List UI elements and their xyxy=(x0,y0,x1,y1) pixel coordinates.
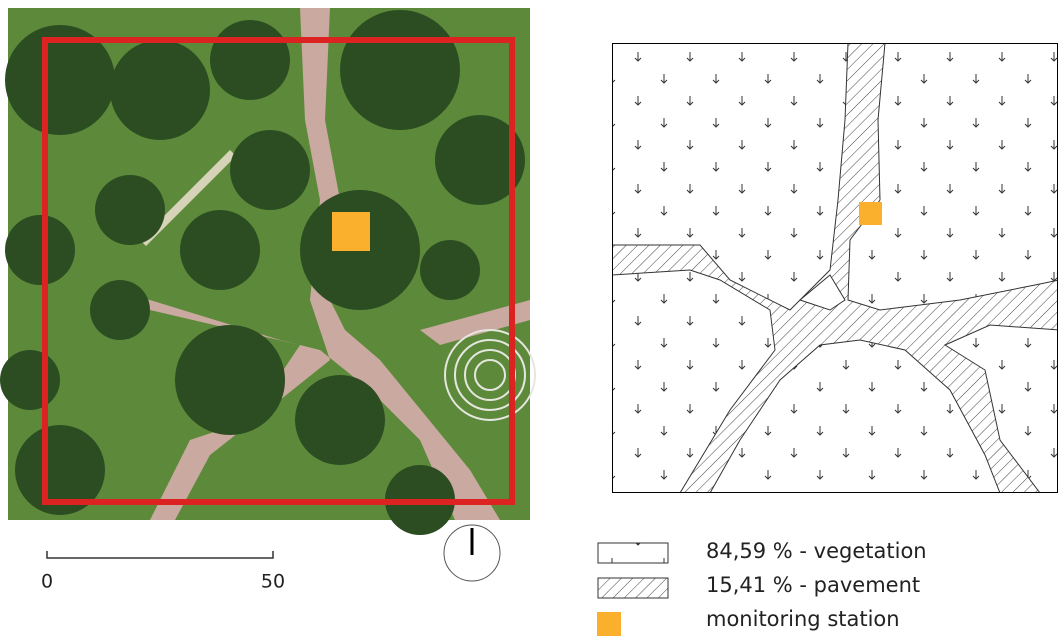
legend-swatch-pavement xyxy=(597,577,669,599)
study-area xyxy=(42,37,515,505)
scale-bar xyxy=(46,551,274,559)
legend-swatch-vegetation xyxy=(597,542,669,564)
legend-label: 84,59 % - vegetation xyxy=(706,539,927,563)
station-marker xyxy=(859,202,882,225)
aerial-image xyxy=(0,8,536,535)
scale-end: 50 xyxy=(261,571,285,593)
scale-start: 0 xyxy=(41,571,53,593)
legend-swatch-station xyxy=(597,612,621,636)
land-cover-map xyxy=(612,43,1058,493)
station-marker xyxy=(332,212,370,251)
legend-label: 15,41 % - pavement xyxy=(706,573,920,597)
legend-label: monitoring station xyxy=(706,607,900,631)
